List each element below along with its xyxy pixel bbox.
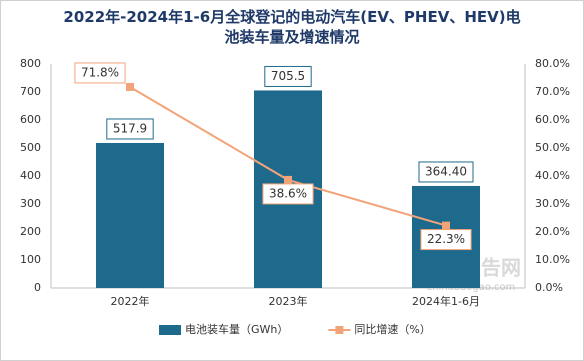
y-tick-label: 300: [20, 197, 41, 210]
y2-tick-label: 50.0%: [535, 141, 570, 154]
y2-tick-label: 20.0%: [535, 225, 570, 238]
data-label-box: [420, 229, 472, 251]
data-label-box: [262, 183, 314, 205]
y-tick-label: 700: [20, 85, 41, 98]
y2-tick-label: 10.0%: [535, 253, 570, 266]
marker: [284, 175, 292, 184]
bar: [96, 142, 164, 288]
data-label: 517.9: [113, 121, 147, 135]
data-label: 71.8%: [81, 65, 119, 79]
legend-swatch: [335, 326, 344, 334]
y-tick-label: 600: [20, 113, 41, 126]
data-label: 38.6%: [269, 186, 307, 200]
legend-label: 电池装车量（GWh）: [185, 322, 288, 336]
y-tick-label: 0: [34, 281, 41, 294]
legend-label: 同比增速（%）: [354, 322, 430, 336]
y2-tick-label: 80.0%: [535, 57, 570, 70]
y-tick-label: 100: [20, 253, 41, 266]
y2-tick-label: 40.0%: [535, 169, 570, 182]
data-label-box: [418, 161, 474, 183]
marker: [442, 221, 450, 230]
data-label: 364.40: [425, 164, 467, 178]
y-tick-label: 800: [20, 57, 41, 70]
data-label: 705.5: [271, 69, 305, 83]
x-tick-label: 2024年1-6月: [412, 294, 480, 308]
x-tick-label: 2023年: [269, 294, 308, 308]
data-label: 22.3%: [427, 232, 465, 246]
x-tick-label: 2022年: [111, 294, 150, 308]
chart-title: 2022年-2024年1-6月全球登记的电动汽车(EV、PHEV、HEV)电池装…: [63, 8, 521, 46]
y-tick-label: 200: [20, 225, 41, 238]
data-label-box: [74, 62, 126, 84]
marker: [126, 82, 134, 91]
y2-tick-label: 60.0%: [535, 113, 570, 126]
y-tick-label: 400: [20, 169, 41, 182]
legend-swatch: [159, 325, 181, 335]
y2-tick-label: 0.0%: [535, 281, 563, 294]
y2-tick-label: 30.0%: [535, 197, 570, 210]
data-label-box: [106, 118, 154, 140]
data-label-box: [264, 65, 312, 87]
y-tick-label: 500: [20, 141, 41, 154]
y2-tick-label: 70.0%: [535, 85, 570, 98]
